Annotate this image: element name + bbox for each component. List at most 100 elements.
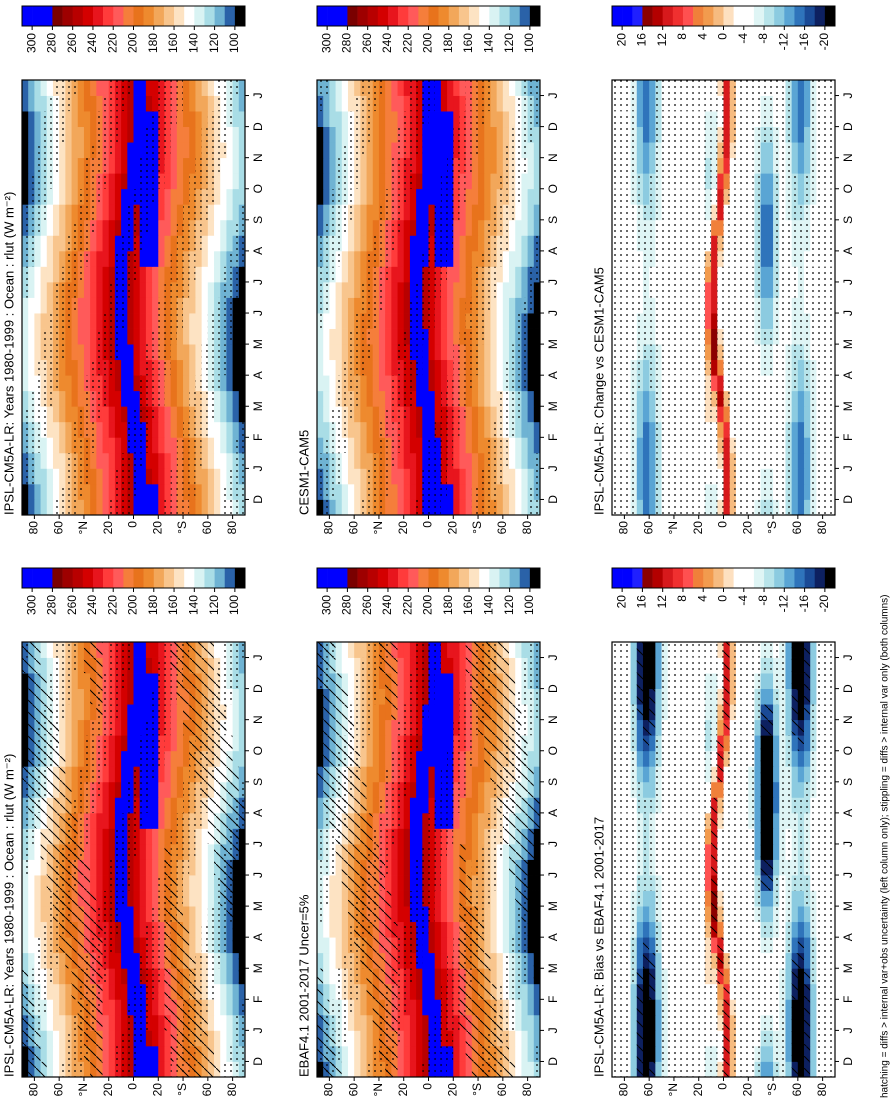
field-cell bbox=[342, 266, 349, 282]
stipple bbox=[140, 422, 146, 438]
stipple bbox=[748, 251, 754, 267]
stipple bbox=[72, 282, 78, 298]
field-cell bbox=[447, 282, 454, 298]
stipple bbox=[662, 158, 668, 174]
stipple bbox=[785, 282, 791, 298]
stipple bbox=[158, 298, 164, 314]
field-cell bbox=[521, 251, 528, 267]
colorbar-tick-label: -12 bbox=[776, 33, 790, 51]
field-cell bbox=[528, 406, 535, 422]
stipple bbox=[823, 313, 829, 329]
field-cell bbox=[53, 453, 60, 469]
field-cell bbox=[435, 344, 442, 360]
stipple bbox=[103, 313, 109, 329]
stipple bbox=[829, 298, 835, 314]
stipple bbox=[655, 282, 661, 298]
stipple bbox=[686, 111, 692, 127]
stipple bbox=[748, 266, 754, 282]
field-cell bbox=[164, 189, 171, 205]
field-cell bbox=[478, 127, 485, 143]
field-cell bbox=[171, 360, 178, 376]
field-cell bbox=[521, 282, 528, 298]
stipple bbox=[28, 220, 34, 236]
stipple bbox=[754, 204, 760, 220]
stipple bbox=[233, 484, 239, 500]
stipple bbox=[336, 391, 342, 407]
field-cell bbox=[484, 313, 491, 329]
field-cell bbox=[367, 422, 374, 438]
stipple bbox=[509, 142, 515, 158]
field-cell bbox=[336, 313, 343, 329]
stipple bbox=[158, 111, 164, 127]
field-cell bbox=[84, 360, 91, 376]
stipple bbox=[649, 298, 655, 314]
stipple bbox=[515, 313, 521, 329]
stipple bbox=[459, 142, 465, 158]
stipple bbox=[329, 453, 335, 469]
field-cell bbox=[177, 360, 184, 376]
field-cell bbox=[189, 360, 196, 376]
field-cell bbox=[490, 406, 497, 422]
stipple bbox=[668, 313, 674, 329]
field-cell bbox=[140, 298, 147, 314]
stipple bbox=[208, 360, 214, 376]
stipple bbox=[761, 484, 767, 500]
stipple bbox=[767, 499, 773, 515]
stipple bbox=[742, 391, 748, 407]
stipple bbox=[773, 391, 779, 407]
stipple bbox=[422, 499, 428, 515]
stipple bbox=[668, 96, 674, 112]
stipple bbox=[515, 406, 521, 422]
stipple bbox=[705, 142, 711, 158]
stipple bbox=[649, 204, 655, 220]
field-cell bbox=[121, 158, 128, 174]
stipple bbox=[472, 96, 478, 112]
field-cell bbox=[459, 204, 466, 220]
field-cell bbox=[90, 344, 97, 360]
stipple bbox=[693, 344, 699, 360]
field-cell bbox=[47, 266, 54, 282]
stipple bbox=[59, 111, 65, 127]
field-cell bbox=[348, 220, 355, 236]
stipple bbox=[379, 499, 385, 515]
stipple bbox=[109, 360, 115, 376]
field-cell bbox=[761, 251, 768, 267]
field-cell bbox=[41, 453, 48, 469]
field-cell bbox=[422, 406, 429, 422]
field-cell bbox=[121, 127, 128, 143]
stipple bbox=[643, 204, 649, 220]
field-cell bbox=[220, 189, 227, 205]
field-cell bbox=[484, 111, 491, 127]
field-cell bbox=[233, 189, 240, 205]
stipple bbox=[761, 329, 767, 345]
stipple bbox=[674, 173, 680, 189]
stipple bbox=[47, 391, 53, 407]
stipple bbox=[447, 375, 453, 391]
stipple bbox=[103, 173, 109, 189]
stipple bbox=[214, 127, 220, 143]
field-cell bbox=[47, 220, 54, 236]
field-cell bbox=[28, 375, 35, 391]
stipple bbox=[742, 204, 748, 220]
panel-title: IPSL-CM5A-LR: Years 1980-1999 : Ocean : … bbox=[1, 192, 16, 515]
stipple bbox=[385, 235, 391, 251]
stipple bbox=[668, 251, 674, 267]
field-cell bbox=[177, 422, 184, 438]
stipple bbox=[47, 344, 53, 360]
stipple bbox=[466, 80, 472, 96]
stipple bbox=[823, 282, 829, 298]
stipple bbox=[354, 158, 360, 174]
field-cell bbox=[521, 437, 528, 453]
stipple bbox=[72, 220, 78, 236]
field-cell bbox=[360, 204, 367, 220]
stipple bbox=[612, 453, 618, 469]
stipple bbox=[478, 282, 484, 298]
stipple bbox=[748, 499, 754, 515]
stipple bbox=[662, 111, 668, 127]
x-tick-label: J bbox=[251, 93, 265, 99]
field-cell bbox=[78, 282, 85, 298]
stipple bbox=[829, 220, 835, 236]
field-cell bbox=[34, 251, 41, 267]
colorbar-swatch bbox=[398, 6, 408, 26]
